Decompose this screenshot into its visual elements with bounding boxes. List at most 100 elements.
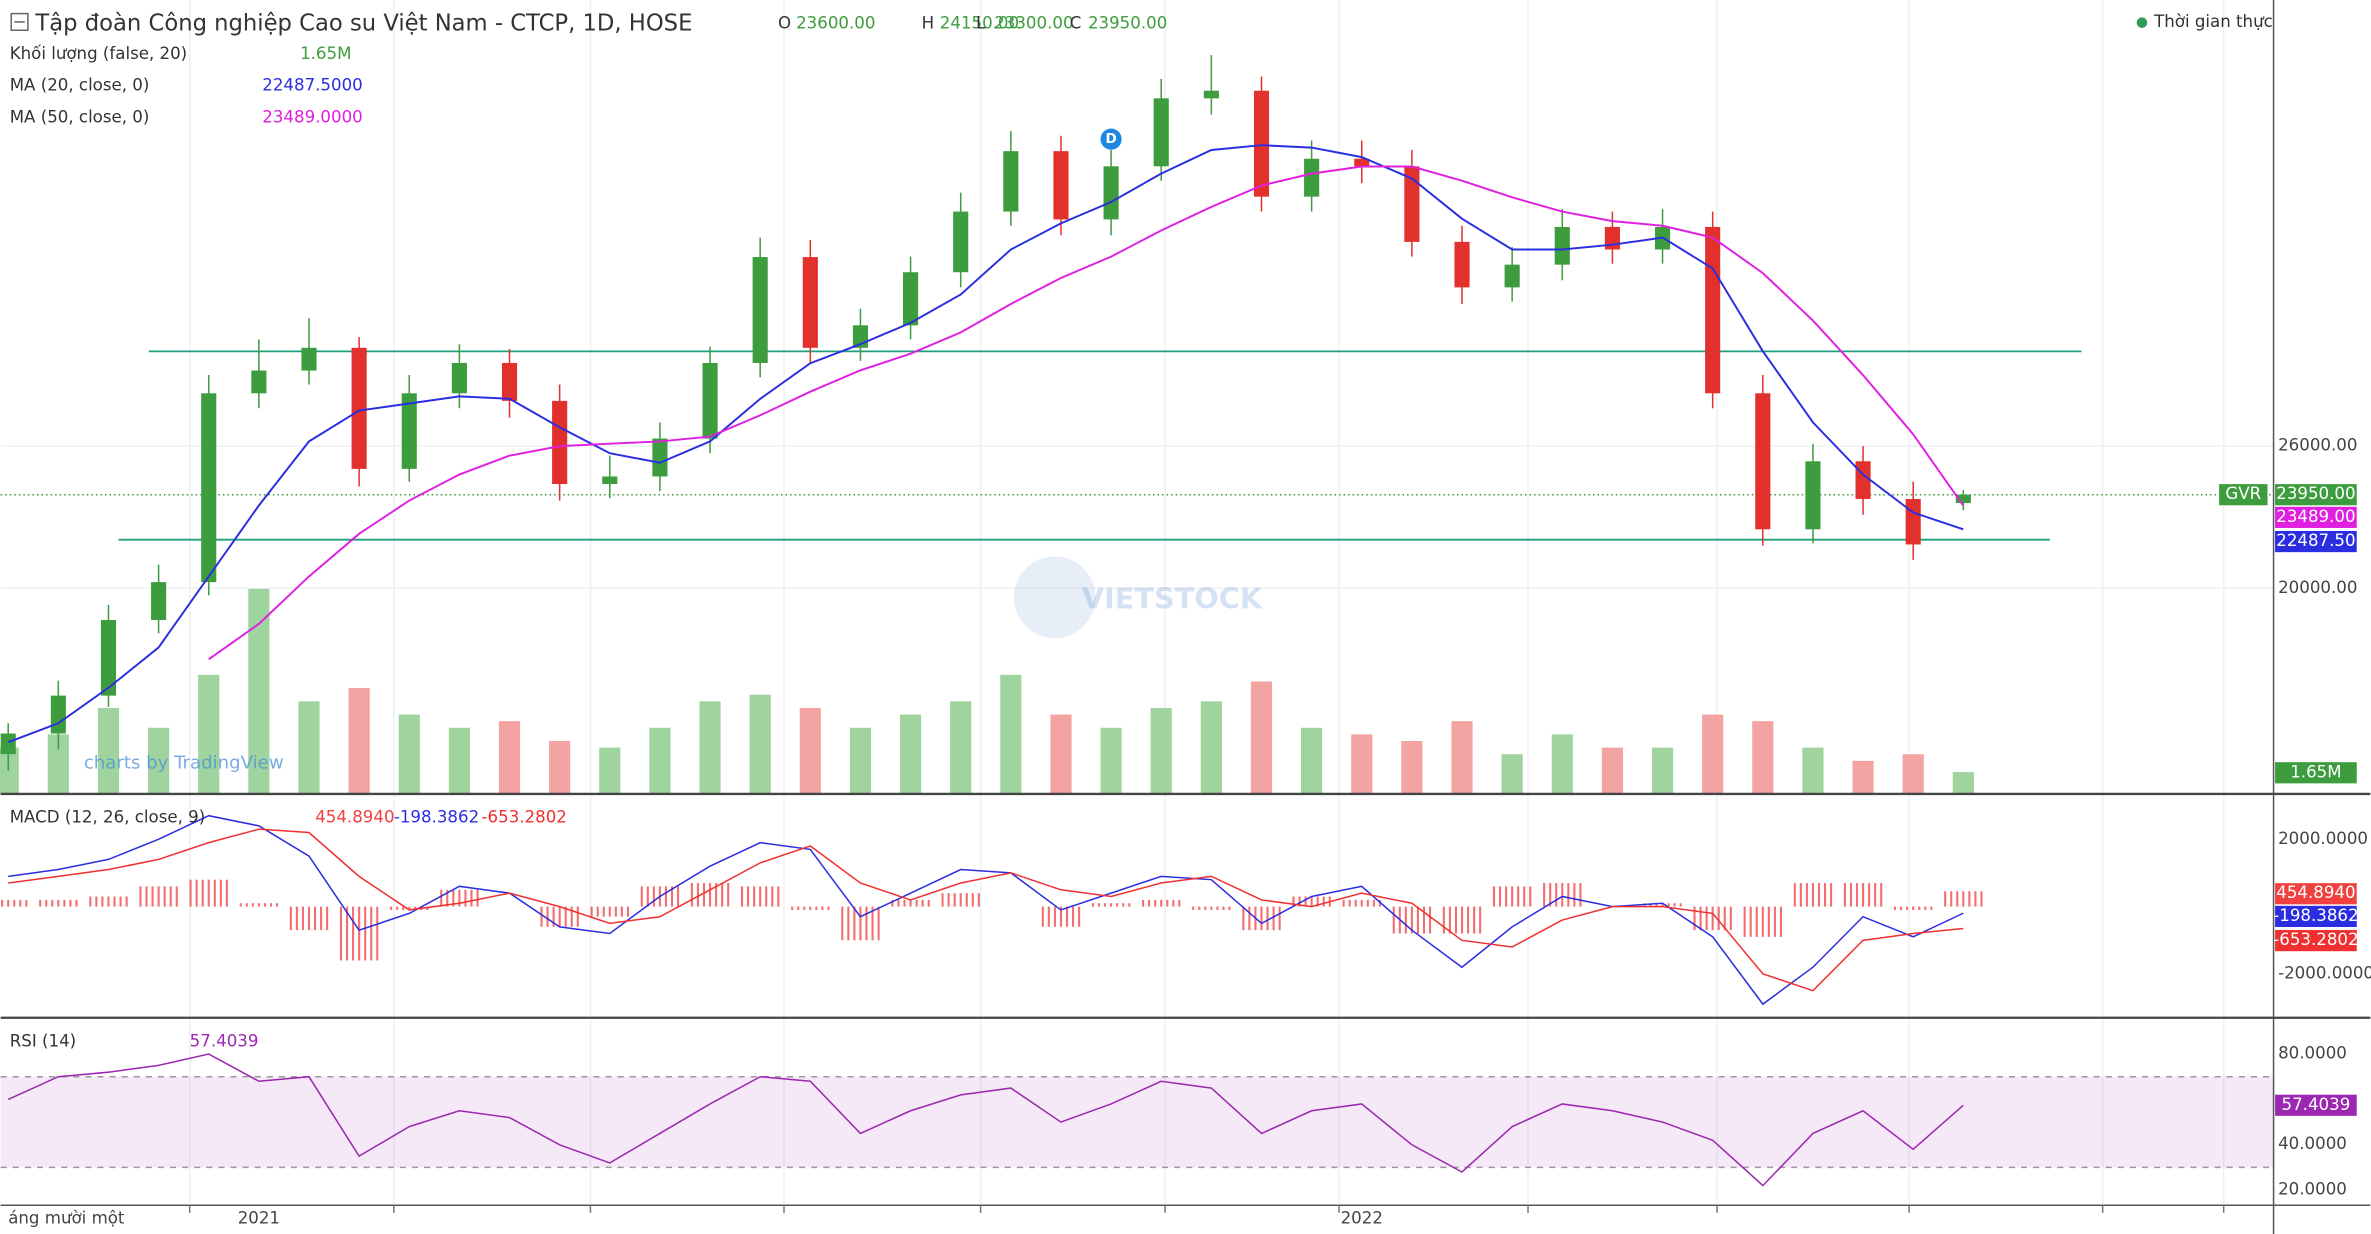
volume-bar xyxy=(1250,681,1273,794)
volume-bar xyxy=(298,701,320,794)
volume-bar xyxy=(1601,747,1623,794)
value-box xyxy=(2275,506,2357,528)
candle-body xyxy=(251,370,267,394)
volume-bar xyxy=(0,747,19,794)
credit: charts by TradingView xyxy=(84,753,284,774)
ohlc-value: 23300.00 xyxy=(994,14,1073,33)
macd-legend-value: 454.8940 xyxy=(315,808,394,827)
value-box xyxy=(2275,762,2357,784)
y-tick-label: 26000.00 xyxy=(2278,436,2357,455)
chart-title: Tập đoàn Công nghiệp Cao su Việt Nam - C… xyxy=(34,11,692,37)
pane-title: MACD (12, 26, close, 9) xyxy=(10,808,206,827)
candle-body xyxy=(301,347,317,371)
candle-body xyxy=(151,582,167,621)
candle-body xyxy=(0,733,16,755)
symbol-label: GVR xyxy=(2225,484,2261,503)
ohlc-key: O xyxy=(778,14,791,33)
macd-legend-value: -653.2802 xyxy=(482,808,567,827)
candle-body xyxy=(602,476,618,485)
candle-body xyxy=(802,257,818,348)
macd-line xyxy=(8,814,1964,1006)
candle-body xyxy=(552,400,568,485)
volume-bar xyxy=(1802,747,1824,794)
rsi-band xyxy=(0,1076,2274,1168)
volume-bar xyxy=(1752,721,1774,794)
candle-body xyxy=(401,393,417,469)
candle-body xyxy=(702,362,718,439)
y-tick-label: 40.0000 xyxy=(2278,1134,2347,1153)
candle-body xyxy=(451,362,467,394)
plot: D xyxy=(0,55,2274,1187)
candle-body xyxy=(953,211,969,273)
candle-body xyxy=(1253,90,1270,197)
candle-body xyxy=(903,272,919,326)
volume-bar xyxy=(849,727,872,794)
candle-body xyxy=(1304,158,1320,197)
volume-bar xyxy=(1952,772,1974,794)
value-box-label: 23950.00 xyxy=(2276,484,2355,503)
ohlc-value: 24150.00 xyxy=(940,14,1019,33)
moving-average xyxy=(208,165,1965,661)
watermark-logo xyxy=(1013,556,1096,639)
moving-average xyxy=(7,144,1964,744)
volume-bar xyxy=(599,747,621,794)
volume-bar xyxy=(749,694,771,794)
symbol-box xyxy=(2219,484,2268,506)
volume-bar xyxy=(799,707,821,794)
volume-bar xyxy=(649,727,671,794)
ohlc-value: 23600.00 xyxy=(796,14,875,33)
volume-bar xyxy=(1702,714,1724,794)
value-box-label: -198.3862 xyxy=(2273,906,2358,925)
candle-body xyxy=(1003,151,1019,212)
legend-ma-value: 22487.5000 xyxy=(262,76,362,95)
candle-body xyxy=(1855,461,1871,499)
volume-bar xyxy=(699,701,721,794)
candle-body xyxy=(1203,90,1219,99)
value-box xyxy=(2275,484,2357,506)
ohlc-key: L xyxy=(976,14,986,33)
volume-bar xyxy=(1351,734,1373,794)
candle-body xyxy=(201,393,217,583)
watermark: VIETSTOCK xyxy=(1082,581,1264,615)
price-axis xyxy=(2273,0,2371,1234)
x-tick-label: 2021 xyxy=(238,1208,280,1227)
volume-bar xyxy=(899,714,922,794)
rsi-line xyxy=(7,1053,1964,1187)
volume-bar xyxy=(1501,754,1523,794)
candle-body xyxy=(351,347,367,469)
volume-bar xyxy=(1150,707,1172,794)
grid xyxy=(0,0,2274,1206)
volume-bar xyxy=(1050,714,1072,794)
macd-legend-value: -198.3862 xyxy=(394,808,479,827)
legend-ma: MA (20, close, 0) xyxy=(10,76,150,95)
y-tick-label: -2000.0000 xyxy=(2278,963,2371,982)
legend-volume-value: 1.65M xyxy=(300,44,351,63)
candle-body xyxy=(1805,461,1821,530)
volume-bar xyxy=(1651,747,1674,794)
candle-body xyxy=(1905,498,1921,545)
collapse-toggle[interactable] xyxy=(10,12,29,32)
candle-body xyxy=(1153,98,1169,167)
y-tick-label: 20.0000 xyxy=(2278,1180,2347,1199)
candle-body xyxy=(1454,241,1470,288)
volume-bar xyxy=(198,674,220,794)
event-marker xyxy=(1100,128,1122,150)
y-tick-label: 20000.00 xyxy=(2278,578,2357,597)
legend-volume: Khối lượng (false, 20) xyxy=(10,44,187,63)
volume-bar xyxy=(950,701,972,794)
volume-bar xyxy=(549,741,571,794)
value-box xyxy=(2275,530,2357,553)
value-box-label: 23489.00 xyxy=(2276,507,2355,526)
candle-body xyxy=(1504,264,1520,288)
ohlc-key: H xyxy=(922,14,935,33)
y-tick-label: 2000.0000 xyxy=(2278,829,2368,848)
legend-ma-value: 23489.0000 xyxy=(262,107,362,126)
volume-bar xyxy=(1451,721,1473,794)
x-tick-label: 2022 xyxy=(1341,1208,1383,1227)
candle-body xyxy=(752,257,768,363)
candle-body xyxy=(1955,494,1971,503)
volume-bar xyxy=(398,714,420,794)
value-box xyxy=(2275,883,2357,905)
